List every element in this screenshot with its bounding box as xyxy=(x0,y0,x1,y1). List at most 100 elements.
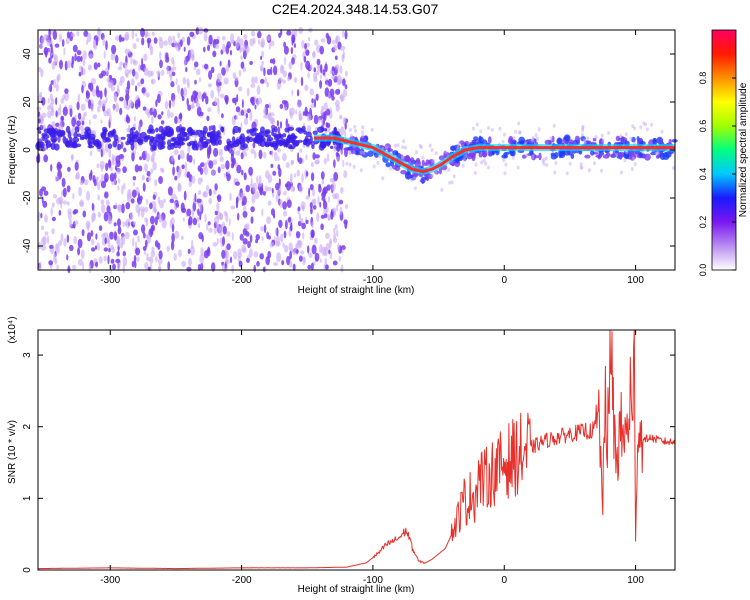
spectrogram-cell xyxy=(117,218,121,228)
spectrogram-cell xyxy=(250,216,254,224)
spectrogram-cell xyxy=(149,202,153,210)
spectrogram-cell xyxy=(344,84,348,90)
spectrogram-cell xyxy=(296,240,302,245)
spectrogram-cell xyxy=(320,223,324,231)
spectrogram-cell xyxy=(175,202,180,208)
spectrogram-cell xyxy=(80,55,83,62)
spectrogram-cell xyxy=(310,162,314,168)
spectrogram-cell xyxy=(113,92,117,102)
spectrogram-cell xyxy=(320,38,326,43)
spectrogram-cell xyxy=(326,153,330,162)
spectrogram-ridge-cell xyxy=(333,127,337,132)
spectrogram-cell xyxy=(286,181,291,191)
spectrogram-cell xyxy=(101,173,104,181)
spectrogram-cell xyxy=(328,196,330,203)
spectrogram-ridge-cell xyxy=(232,129,236,135)
spectrogram-cell xyxy=(88,82,92,90)
spectrogram-ridge-cell xyxy=(510,149,516,157)
spectrogram-cell xyxy=(225,64,230,73)
spectrogram-cell xyxy=(54,175,60,181)
spectrogram-cell xyxy=(92,39,96,50)
spectrogram-cell xyxy=(109,172,115,182)
spectrogram-cell xyxy=(338,255,341,262)
spectrogram-cell xyxy=(127,188,132,199)
spectrogram-ridge-cell xyxy=(503,152,508,158)
spectrogram-cell xyxy=(100,119,103,124)
spectrogram-cell xyxy=(91,89,97,97)
spectrogram-ridge-cell xyxy=(87,132,92,141)
spectrogram-ridge-cell xyxy=(41,132,48,137)
spectrogram-ridge-cell xyxy=(238,126,242,134)
spectrogram-cell xyxy=(75,174,78,180)
spectrogram-ridge-cell xyxy=(47,128,51,135)
spectrogram-cell xyxy=(131,189,137,198)
figure-title: C2E4.2024.348.14.53.G07 xyxy=(272,1,439,17)
spectrogram-cell xyxy=(594,135,598,140)
spectrogram-cell xyxy=(76,55,82,63)
spectrogram-cell xyxy=(141,174,145,181)
spectrogram-cell xyxy=(147,175,152,182)
spectrogram-cell xyxy=(296,169,300,177)
spectrogram-cell xyxy=(95,261,98,268)
spectrogram-cell xyxy=(150,168,154,174)
spectrogram-cell xyxy=(264,76,267,84)
spectrogram-ridge-cell xyxy=(305,131,312,138)
spectrogram-cell xyxy=(272,65,278,76)
spectrogram-cell xyxy=(169,198,175,204)
spectrogram-cell xyxy=(226,243,231,251)
spectrogram-cell xyxy=(289,250,292,260)
spectrogram-cell xyxy=(270,66,273,76)
spectrogram-cell xyxy=(230,149,235,157)
spectrogram-cell xyxy=(154,179,158,187)
spectrogram-cell xyxy=(203,46,206,53)
spectrogram-cell xyxy=(320,109,324,115)
spectrogram-cell xyxy=(98,225,103,232)
spectrogram-cell xyxy=(58,209,62,216)
spectrogram-cell xyxy=(332,39,336,45)
spectrogram-cell xyxy=(143,206,149,213)
spectrogram-cell xyxy=(198,26,204,35)
spectrogram-ridge-cell xyxy=(140,131,147,139)
spectrogram-cell xyxy=(327,214,331,221)
spectrogram-cell xyxy=(173,253,177,261)
spectrogram-cell xyxy=(266,216,272,224)
spectrogram-cell xyxy=(544,156,548,161)
spectrogram-cell xyxy=(268,43,271,50)
spectrogram-cell xyxy=(232,157,236,165)
spectrogram-ridge-cell xyxy=(155,127,159,133)
spectrogram-cell xyxy=(328,91,331,100)
spectrogram-cell xyxy=(103,211,109,222)
spectrogram-cell xyxy=(66,234,70,243)
spectrogram-cell xyxy=(71,61,74,69)
spectrogram-cell xyxy=(229,256,233,264)
spectrogram-cell xyxy=(46,39,51,46)
spectrogram-cell xyxy=(109,166,113,171)
spectrogram-cell xyxy=(195,97,199,107)
spectrogram-cell xyxy=(348,162,352,167)
spectrogram-cell xyxy=(321,196,326,201)
spectrogram-cell xyxy=(116,84,120,93)
spectrogram-cell xyxy=(428,143,432,148)
spectrogram-cell xyxy=(264,185,268,193)
spectrogram-cell xyxy=(191,208,194,218)
spectrogram-cell xyxy=(250,96,255,104)
spectrogram-cell xyxy=(41,97,46,106)
spectrogram-cell xyxy=(322,116,325,126)
spectrogram-cell xyxy=(138,165,143,172)
spectrogram-cell xyxy=(186,208,192,217)
spectrogram-cell xyxy=(325,232,330,239)
spectrogram-cell xyxy=(241,244,247,253)
spectrogram-cell xyxy=(329,177,334,183)
spectrogram-cell xyxy=(123,147,127,153)
spectrogram-cell xyxy=(336,205,339,212)
spectrogram-cell xyxy=(276,81,282,90)
spectrogram-cell xyxy=(308,252,313,258)
snr-x-ticks: -300 -200 -100 0 100 xyxy=(100,330,644,586)
spectrogram-cell xyxy=(59,33,62,42)
spectrogram-cell xyxy=(158,176,164,184)
spectrogram-cell xyxy=(333,171,339,182)
spectrogram-cell xyxy=(246,257,250,263)
spectrogram-cell xyxy=(41,186,47,192)
spectrogram-cell xyxy=(246,87,250,97)
spectrogram-cell xyxy=(91,212,96,222)
